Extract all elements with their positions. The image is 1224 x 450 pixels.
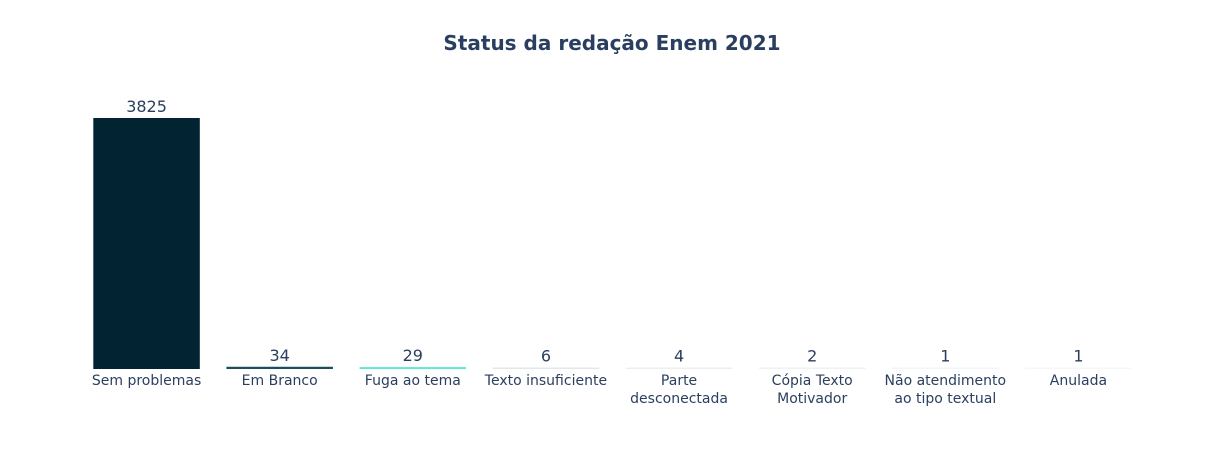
bar-value-label: 6	[541, 347, 551, 366]
bar-1	[93, 118, 200, 369]
x-tick-label-line: Motivador	[777, 391, 847, 407]
x-tick-label: Fuga ao tema	[365, 373, 461, 389]
x-tick-label-line: Em Branco	[242, 373, 318, 389]
bar-3	[360, 367, 467, 369]
bar-7	[892, 368, 999, 370]
x-tick-label-line: Sem problemas	[92, 373, 201, 389]
bar-value-label: 34	[270, 346, 290, 365]
bar-2	[226, 367, 333, 369]
bar-6	[759, 368, 866, 370]
bar-value-label: 4	[674, 347, 684, 366]
x-tick-label: Não atendimento ao tipo textual	[885, 373, 1007, 407]
x-tick-label-line: Não atendimento	[885, 373, 1007, 389]
x-tick-label: Anulada	[1050, 373, 1107, 389]
x-tick-label-line: desconectada	[630, 391, 728, 407]
bar-value-label: 2	[807, 347, 817, 366]
x-tick-label-line: Parte	[661, 373, 697, 389]
bar-8	[1025, 368, 1132, 370]
bar-4	[493, 368, 600, 370]
bar-value-label: 29	[403, 346, 423, 365]
x-tick-label-line: Fuga ao tema	[365, 373, 461, 389]
x-tick-label: Cópia Texto Motivador	[772, 373, 853, 407]
x-tick-label: Parte desconectada	[630, 373, 728, 407]
x-tick-label-line: ao tipo textual	[894, 391, 996, 407]
bar-value-label: 1	[1073, 347, 1083, 366]
x-tick-label: Em Branco	[242, 373, 318, 389]
bars-group	[93, 118, 1131, 369]
x-tick-labels-group: Sem problemas Em Branco Fuga ao tema Texto …	[92, 373, 1107, 407]
x-tick-label-line: Cópia Texto	[772, 373, 853, 389]
x-tick-label-line: Texto insuficiente	[484, 373, 607, 389]
x-tick-label: Texto insuficiente	[484, 373, 607, 389]
bar-value-label: 1	[940, 347, 950, 366]
value-labels-group: 3825 34 29 6 4 2 1 1	[126, 97, 1083, 366]
x-tick-label: Sem problemas	[92, 373, 201, 389]
bar-5	[626, 368, 733, 370]
bar-value-label: 3825	[126, 97, 167, 116]
x-tick-label-line: Anulada	[1050, 373, 1107, 389]
chart-title: Status da redação Enem 2021	[443, 31, 780, 55]
